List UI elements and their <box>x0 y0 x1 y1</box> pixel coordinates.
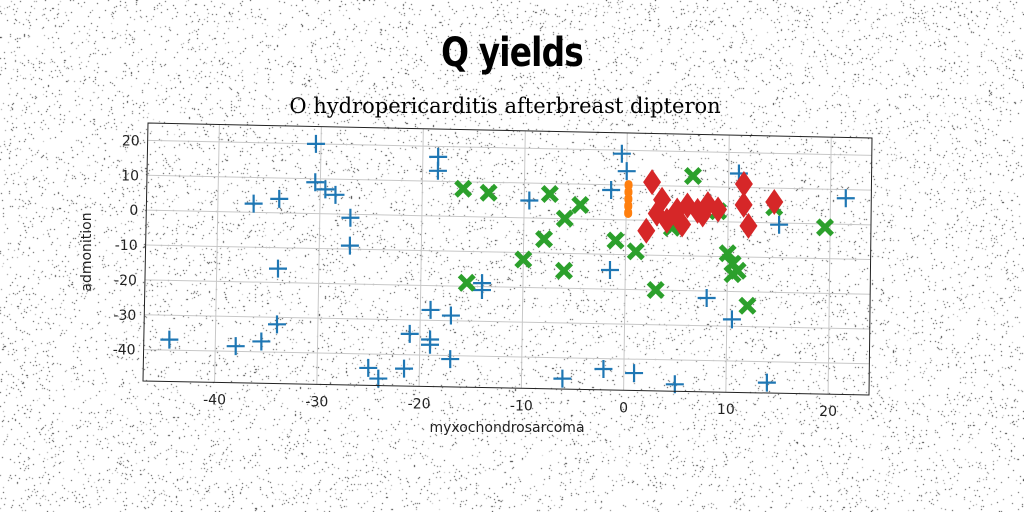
plus-point <box>442 307 460 325</box>
y-grid-line <box>148 140 872 155</box>
y-grid-line <box>146 245 871 260</box>
x-grid-line <box>419 129 423 387</box>
plus-point <box>160 331 178 349</box>
y-grid-line <box>147 175 871 190</box>
diamond-point <box>735 192 753 218</box>
x-point <box>458 274 476 292</box>
x-point <box>607 232 625 250</box>
x-tick-label: -20 <box>408 396 431 412</box>
y-axis-label: admonition <box>79 212 95 291</box>
x-tick-label: 0 <box>619 400 628 416</box>
plus-point <box>429 162 447 180</box>
diamond-point <box>643 169 661 195</box>
x-axis-label: myxochondrosarcoma <box>429 420 584 436</box>
plus-point <box>520 192 538 210</box>
y-tick-label: -10 <box>115 238 138 254</box>
plus-point <box>369 370 387 388</box>
plus-point <box>269 260 287 278</box>
plus-point <box>723 310 741 328</box>
plus-point <box>625 364 643 382</box>
plus-point <box>341 237 359 255</box>
x-point <box>541 185 559 203</box>
diamond-point <box>739 213 757 239</box>
plus-point <box>666 375 684 393</box>
y-tick-label: 20 <box>122 133 140 149</box>
x-point <box>571 196 589 214</box>
orange-point <box>625 180 633 190</box>
diamond-point <box>637 218 655 244</box>
plus-point <box>401 325 419 343</box>
plus-point <box>770 216 788 234</box>
plus-point <box>422 301 440 319</box>
plus-point <box>758 374 776 392</box>
plus-point <box>553 370 571 388</box>
x-tick-label: 10 <box>717 402 735 418</box>
plus-point <box>359 359 377 377</box>
x-point <box>684 167 702 185</box>
x-grid-line <box>317 127 322 385</box>
plus-point <box>618 162 636 180</box>
plus-point <box>245 195 263 213</box>
plus-point <box>837 189 855 207</box>
plus-point <box>227 337 245 355</box>
plus-point <box>613 145 631 163</box>
y-grid-line <box>144 315 869 329</box>
x-tick-label: 20 <box>819 404 837 420</box>
y-grid-line <box>146 210 871 225</box>
plus-point <box>698 289 716 307</box>
y-tick-label: 0 <box>129 203 138 219</box>
plus-point <box>602 181 620 199</box>
plus-point <box>601 261 619 279</box>
y-tick-label: -40 <box>113 343 136 359</box>
x-point <box>454 180 472 198</box>
y-tick-label: -30 <box>113 308 136 324</box>
x-tick-label: -30 <box>305 394 328 410</box>
plus-point <box>252 332 270 350</box>
y-tick-label: 10 <box>121 168 139 184</box>
x-point <box>816 218 834 236</box>
plus-point <box>441 350 459 368</box>
x-tick-label: -40 <box>203 392 226 408</box>
x-point <box>738 297 756 315</box>
x-point <box>555 262 573 280</box>
plus-point <box>268 315 286 333</box>
plus-point <box>307 135 325 153</box>
y-grid-line <box>144 350 870 364</box>
x-point <box>535 230 553 248</box>
grid-lines <box>144 124 872 394</box>
x-grid-line <box>828 137 831 394</box>
plus-point <box>341 209 359 227</box>
chart-marks <box>160 135 854 393</box>
x-tick-label: -10 <box>510 398 533 414</box>
plus-point <box>395 360 413 378</box>
x-point <box>480 184 498 202</box>
y-grid-line <box>145 280 870 294</box>
x-grid-line <box>726 135 729 392</box>
plus-point <box>270 190 288 208</box>
plus-point <box>594 360 612 378</box>
plot-frame <box>143 123 872 395</box>
y-tick-label: -20 <box>114 273 137 289</box>
x-grid-line <box>215 124 220 382</box>
x-point <box>627 242 645 260</box>
